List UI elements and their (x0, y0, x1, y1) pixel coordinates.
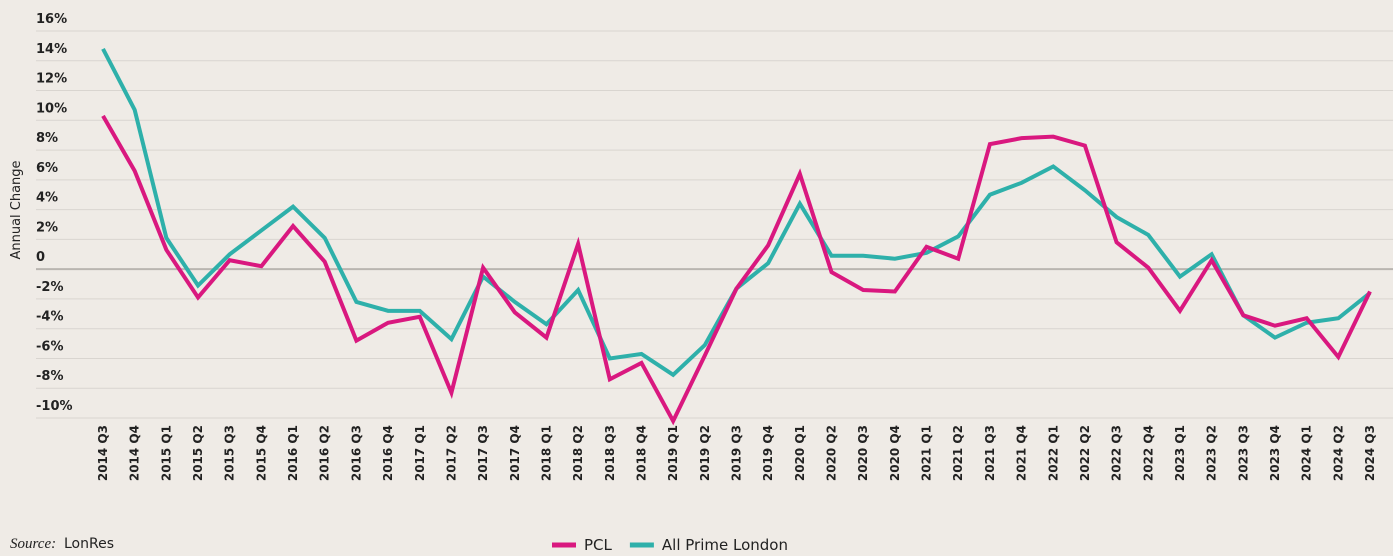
y-tick-label: 16% (36, 12, 67, 27)
x-tick-label: 2022 Q3 (1110, 425, 1124, 481)
x-tick-label: 2017 Q4 (508, 425, 522, 481)
legend-label: PCL (584, 536, 613, 554)
x-tick-label: 2019 Q3 (730, 425, 744, 481)
y-tick-label: 2% (36, 220, 58, 235)
x-tick-label: 2019 Q1 (666, 425, 680, 481)
x-tick-label: 2016 Q4 (381, 425, 395, 481)
x-tick-label: 2017 Q1 (413, 425, 427, 481)
y-tick-label: 8% (36, 131, 58, 146)
y-tick-label: -10% (36, 399, 73, 414)
x-tick-label: 2020 Q2 (825, 425, 839, 481)
x-tick-label: 2024 Q2 (1331, 425, 1345, 481)
x-tick-label: 2023 Q4 (1268, 425, 1282, 481)
x-tick-label: 2014 Q3 (96, 425, 110, 481)
x-tick-label: 2023 Q2 (1205, 425, 1219, 481)
x-tick-label: 2024 Q3 (1363, 425, 1377, 481)
x-tick-label: 2016 Q3 (349, 425, 363, 481)
x-tick-label: 2018 Q3 (603, 425, 617, 481)
y-tick-label: 12% (36, 72, 67, 87)
line-series (101, 114, 1372, 426)
x-tick-label: 2018 Q4 (634, 425, 648, 481)
x-tick-label: 2017 Q3 (476, 425, 490, 481)
x-tick-label: 2023 Q3 (1236, 425, 1250, 481)
y-tick-label: 6% (36, 161, 58, 176)
x-tick-label: 2014 Q4 (128, 425, 142, 481)
y-tick-label: 10% (36, 101, 67, 116)
x-tick-label: 2015 Q2 (191, 425, 205, 481)
y-tick-label: 14% (36, 42, 67, 57)
x-tick-label: 2022 Q1 (1046, 425, 1060, 481)
x-tick-label: 2022 Q2 (1078, 425, 1092, 481)
x-tick-label: 2024 Q1 (1300, 425, 1314, 481)
y-tick-label: -8% (36, 369, 63, 384)
x-tick-label: 2018 Q2 (571, 425, 585, 481)
y-tick-label: 4% (36, 191, 58, 206)
y-tick-label: -6% (36, 339, 63, 354)
x-tick-label: 2015 Q3 (223, 425, 237, 481)
x-tick-label: 2022 Q4 (1141, 425, 1155, 481)
x-tick-label: 2015 Q4 (254, 425, 268, 481)
x-tick-label: 2023 Q1 (1173, 425, 1187, 481)
y-tick-label: 0 (36, 250, 45, 265)
x-tick-label: 2021 Q3 (983, 425, 997, 481)
x-tick-label: 2020 Q4 (888, 425, 902, 481)
x-tick-label: 2021 Q2 (951, 425, 965, 481)
y-axis-label: Annual Change (9, 160, 24, 259)
source-label: Source: (10, 536, 56, 552)
x-tick-label: 2020 Q1 (793, 425, 807, 481)
x-tick-label: 2019 Q4 (761, 425, 775, 481)
x-tick-label: 2016 Q1 (286, 425, 300, 481)
y-tick-label: -2% (36, 280, 63, 295)
y-tick-label: -4% (36, 310, 63, 325)
x-tick-label: 2018 Q1 (539, 425, 553, 481)
x-tick-label: 2019 Q2 (698, 425, 712, 481)
x-tick-label: 2017 Q2 (444, 425, 458, 481)
source: LonRes (64, 536, 114, 552)
x-tick-label: 2021 Q4 (1015, 425, 1029, 481)
x-tick-label: 2020 Q3 (856, 425, 870, 481)
x-tick-label: 2016 Q2 (318, 425, 332, 481)
legend-label: All Prime London (662, 536, 788, 554)
x-tick-label: 2021 Q1 (920, 425, 934, 481)
x-tick-label: 2015 Q1 (159, 425, 173, 481)
